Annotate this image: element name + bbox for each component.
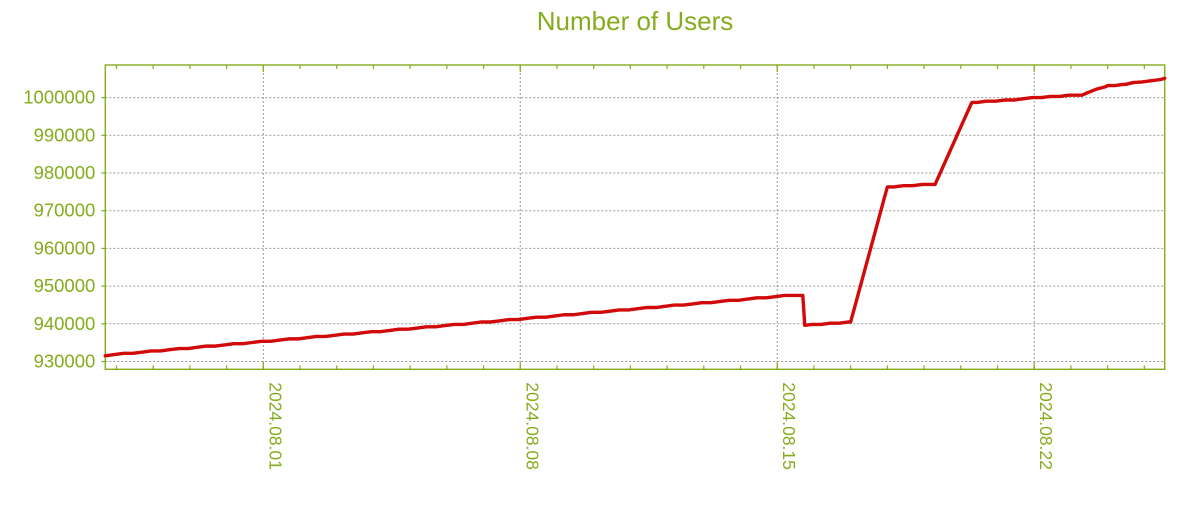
svg-text:960000: 960000 <box>34 237 96 258</box>
svg-text:990000: 990000 <box>34 124 96 145</box>
svg-text:2024.08.15: 2024.08.15 <box>779 382 799 470</box>
svg-text:980000: 980000 <box>34 162 96 183</box>
svg-text:970000: 970000 <box>34 200 96 221</box>
svg-text:940000: 940000 <box>34 313 96 334</box>
svg-text:2024.08.22: 2024.08.22 <box>1036 382 1056 470</box>
svg-text:2024.08.01: 2024.08.01 <box>265 382 285 470</box>
svg-text:2024.08.08: 2024.08.08 <box>522 382 542 470</box>
svg-text:930000: 930000 <box>34 351 96 372</box>
svg-text:1000000: 1000000 <box>23 87 95 108</box>
svg-text:Number of Users: Number of Users <box>537 6 734 36</box>
svg-text:950000: 950000 <box>34 275 96 296</box>
